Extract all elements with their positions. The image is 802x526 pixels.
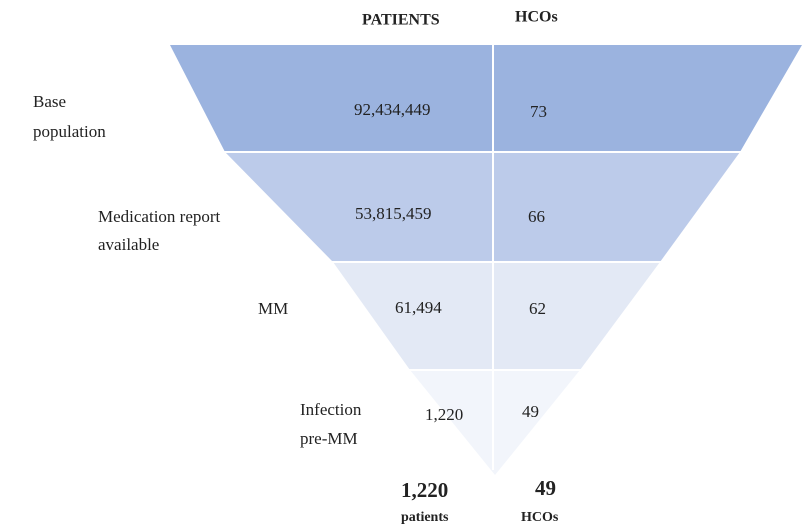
footer-unit: HCOs [521,510,559,525]
column-header: HCOs [515,9,558,26]
patients-count: 61,494 [395,298,442,317]
band-1 [170,45,802,152]
band-3 [333,262,660,370]
patients-count: 92,434,449 [354,100,431,119]
level-label: Base [33,92,66,111]
patients-count: 1,220 [425,405,463,424]
band-4 [410,370,580,475]
level-label: population [33,122,106,141]
patients-count: 53,815,459 [355,204,432,223]
hco-count: 66 [528,207,545,226]
column-header: PATIENTS [362,12,440,29]
level-label: Infection [300,400,362,419]
hco-count: 62 [529,299,546,318]
hco-count: 73 [530,102,547,121]
band-2 [225,152,740,262]
level-label: MM [258,299,288,318]
level-label: available [98,235,159,254]
hco-count: 49 [522,402,539,421]
footer-value: 1,220 [401,478,448,502]
level-label: Medication report [98,207,221,226]
footer-value: 49 [535,476,556,500]
footer-unit: patients [401,510,449,525]
level-label: pre-MM [300,429,358,448]
